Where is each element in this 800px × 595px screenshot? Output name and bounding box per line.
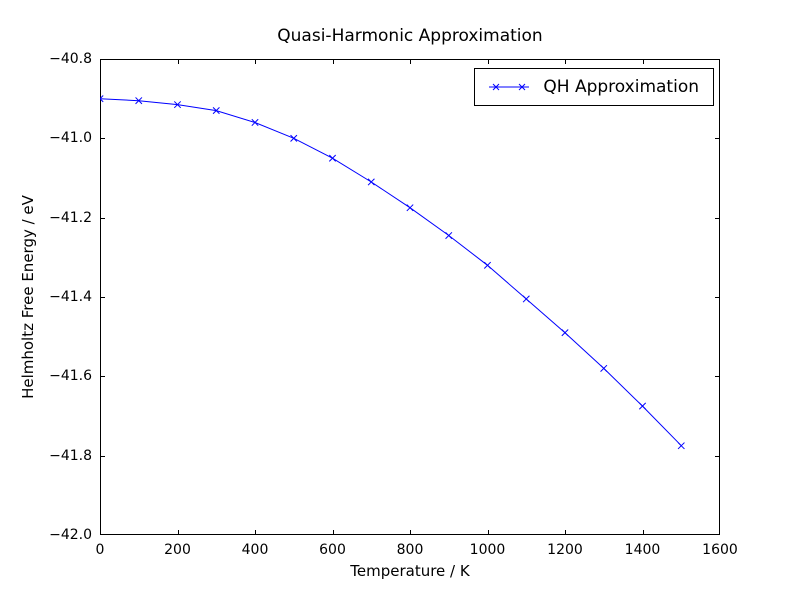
y-tick-label: −41.2	[49, 209, 92, 226]
y-tick-label: −41.0	[49, 130, 92, 147]
x-tick-label: 200	[164, 542, 191, 558]
y-tick-label: −40.8	[49, 51, 92, 67]
y-axis-label: Helmholtz Free Energy / eV	[19, 195, 37, 399]
x-tick-label: 1600	[702, 542, 738, 558]
plot-area: QH Approximation	[100, 59, 720, 535]
y-tick-label: −42.0	[49, 527, 92, 543]
x-tick-label: 0	[95, 542, 105, 558]
chart-title: Quasi-Harmonic Approximation	[277, 26, 543, 46]
x-axis-label: Temperature / K	[350, 562, 470, 580]
plot-canvas	[100, 59, 720, 535]
legend-line-sample-icon	[489, 83, 530, 91]
legend: QH Approximation	[474, 68, 714, 106]
y-tick-label: −41.4	[49, 289, 92, 305]
x-tick-label: 800	[396, 542, 424, 558]
x-tick-label: 400	[241, 542, 269, 558]
x-tick-label: 1000	[469, 542, 506, 558]
x-tick-label: 1200	[547, 542, 583, 558]
x-tick-label: 1400	[624, 542, 661, 558]
x-tick-label: 600	[319, 542, 346, 558]
y-tick-label: −41.6	[49, 368, 92, 385]
y-tick-label: −41.8	[49, 447, 92, 464]
legend-label: QH Approximation	[543, 77, 699, 97]
